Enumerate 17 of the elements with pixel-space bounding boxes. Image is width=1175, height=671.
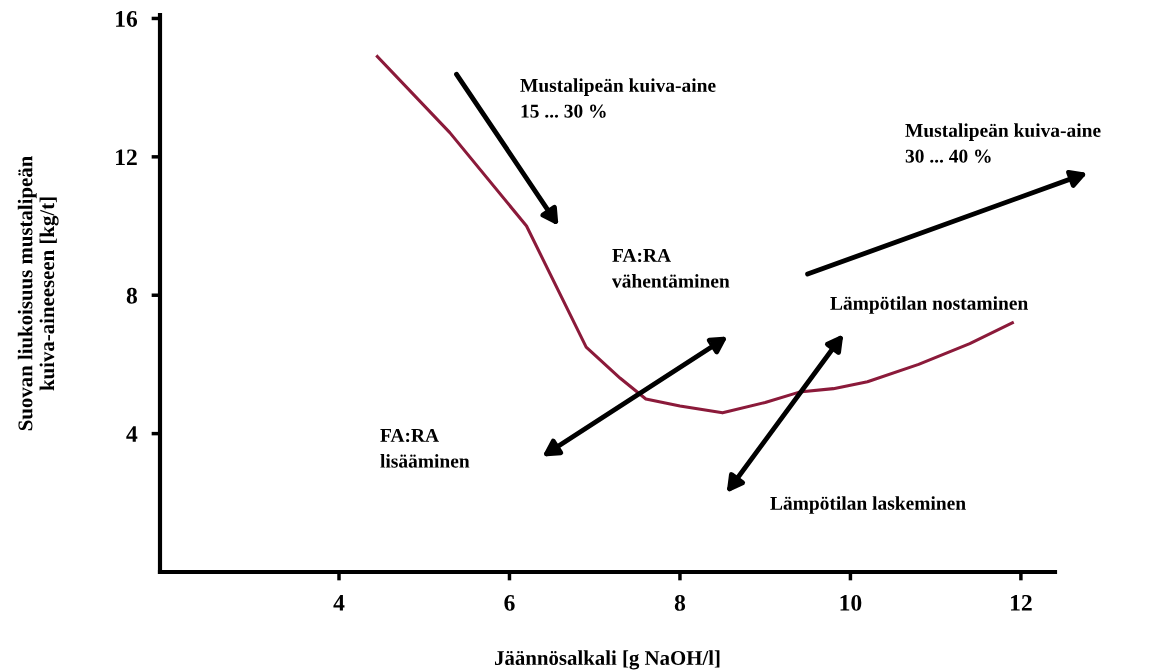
annotation: Mustalipeän kuiva-aine 30 ... 40 % (905, 123, 1101, 163)
annotation: Lämpötilan nostaminen (830, 296, 1028, 314)
annotation: FA:RA lisääminen (380, 428, 470, 468)
y-tick-label: 8 (126, 287, 137, 304)
x-tick-label: 6 (504, 594, 515, 611)
y-tick-label: 12 (116, 149, 137, 166)
y-tick-label: 4 (126, 426, 138, 442)
x-axis-title: Jäännösalkali [g NaOH/l] (494, 650, 720, 670)
x-tick-label: 10 (840, 594, 862, 611)
annotation: Mustalipeän kuiva-aine 15 ... 30 % (520, 78, 716, 118)
x-tick-label: 8 (674, 594, 686, 611)
annotation: Lämpötilan laskeminen (770, 496, 966, 514)
annotation: FA:RA vähentäminen (612, 248, 730, 288)
y-tick-label: 16 (116, 11, 138, 27)
x-tick-label: 4 (333, 595, 345, 611)
x-tick-label: 12 (1010, 594, 1032, 611)
y-axis-title: Suovan liukoisuus mustalipeän kuiva-aineeseen [kg/t] (17, 156, 59, 431)
